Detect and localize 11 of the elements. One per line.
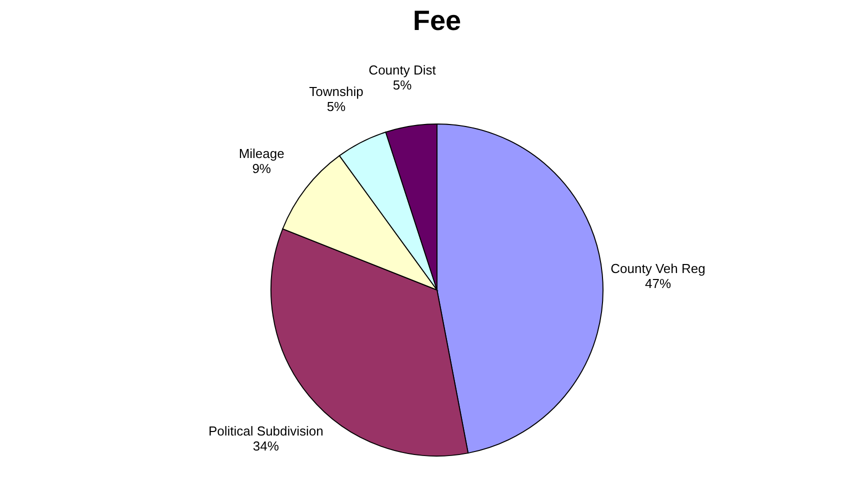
chart-title: Fee <box>412 5 462 36</box>
slice-label: Political Subdivision <box>208 424 324 439</box>
slice-label: Township <box>309 84 364 100</box>
data-label: 9% <box>252 160 272 176</box>
data-label: 47% <box>645 276 672 292</box>
slice-label: County Veh Reg <box>610 261 706 276</box>
data-label: 34% <box>252 438 280 454</box>
slice-label: Mileage <box>238 146 284 161</box>
data-label: 5% <box>392 78 412 93</box>
data-label: 5% <box>326 99 346 114</box>
slice-label: County Dist <box>368 62 436 78</box>
